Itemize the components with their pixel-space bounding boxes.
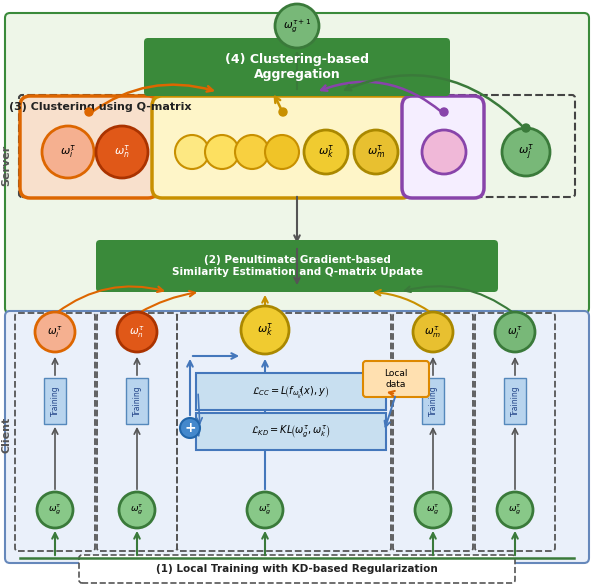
Circle shape — [117, 312, 157, 352]
Text: (4) Clustering-based
Aggregation: (4) Clustering-based Aggregation — [225, 53, 369, 81]
Circle shape — [502, 128, 550, 176]
Text: $\omega_m^\tau$: $\omega_m^\tau$ — [424, 325, 441, 340]
Text: $\omega_j^\tau$: $\omega_j^\tau$ — [518, 142, 534, 162]
Text: $\omega_i^\tau$: $\omega_i^\tau$ — [60, 143, 76, 161]
Text: Training: Training — [510, 386, 520, 416]
FancyBboxPatch shape — [152, 96, 412, 198]
Text: Training: Training — [428, 386, 438, 416]
FancyBboxPatch shape — [79, 555, 515, 583]
Text: $\omega_i^\tau$: $\omega_i^\tau$ — [47, 325, 63, 340]
Text: $\omega_j^\tau$: $\omega_j^\tau$ — [507, 324, 523, 340]
Circle shape — [85, 108, 93, 116]
FancyBboxPatch shape — [5, 311, 589, 563]
Circle shape — [279, 108, 287, 116]
Text: (1) Local Training with KD-based Regularization: (1) Local Training with KD-based Regular… — [156, 564, 438, 574]
Circle shape — [241, 306, 289, 354]
Circle shape — [42, 126, 94, 178]
FancyBboxPatch shape — [196, 413, 386, 450]
Circle shape — [440, 108, 448, 116]
FancyBboxPatch shape — [402, 96, 484, 198]
Text: (3) Clustering using Q-matrix: (3) Clustering using Q-matrix — [9, 102, 191, 112]
Circle shape — [119, 492, 155, 528]
FancyBboxPatch shape — [363, 361, 429, 397]
Circle shape — [415, 492, 451, 528]
FancyBboxPatch shape — [96, 240, 498, 292]
Text: $\omega_g^\tau$: $\omega_g^\tau$ — [130, 503, 144, 517]
Circle shape — [247, 492, 283, 528]
Circle shape — [180, 418, 200, 438]
Circle shape — [35, 312, 75, 352]
FancyBboxPatch shape — [504, 378, 526, 424]
Circle shape — [265, 135, 299, 169]
Text: Training: Training — [132, 386, 141, 416]
Text: $\omega_g^{\tau+1}$: $\omega_g^{\tau+1}$ — [283, 17, 311, 35]
Text: Training: Training — [50, 386, 59, 416]
Text: (2) Penultimate Gradient-based
Similarity Estimation and Q-matrix Update: (2) Penultimate Gradient-based Similarit… — [172, 255, 422, 277]
Text: $\omega_n^\tau$: $\omega_n^\tau$ — [113, 143, 130, 161]
Text: $\omega_g^\tau$: $\omega_g^\tau$ — [258, 503, 272, 517]
Text: $\mathcal{L}_{KD} = KL\!\left(\omega_g^\tau,\omega_k^\tau\right)$: $\mathcal{L}_{KD} = KL\!\left(\omega_g^\… — [251, 423, 331, 440]
FancyBboxPatch shape — [20, 96, 158, 198]
Text: $\omega_k^\tau$: $\omega_k^\tau$ — [257, 322, 273, 339]
Circle shape — [235, 135, 269, 169]
Circle shape — [37, 492, 73, 528]
Circle shape — [304, 130, 348, 174]
FancyBboxPatch shape — [422, 378, 444, 424]
Circle shape — [275, 4, 319, 48]
Text: Client: Client — [1, 417, 11, 453]
FancyBboxPatch shape — [44, 378, 66, 424]
Circle shape — [522, 124, 530, 132]
Text: $\omega_k^\tau$: $\omega_k^\tau$ — [318, 143, 334, 161]
Circle shape — [495, 312, 535, 352]
Text: $\omega_n^\tau$: $\omega_n^\tau$ — [129, 325, 145, 340]
Circle shape — [96, 126, 148, 178]
FancyBboxPatch shape — [196, 373, 386, 410]
FancyBboxPatch shape — [126, 378, 148, 424]
Text: $\mathcal{L}_{CC} = L\!\left(f_{\omega_k^\tau}\!(x),y\right)$: $\mathcal{L}_{CC} = L\!\left(f_{\omega_k… — [252, 383, 330, 399]
Circle shape — [175, 135, 209, 169]
Circle shape — [413, 312, 453, 352]
Circle shape — [497, 492, 533, 528]
FancyBboxPatch shape — [5, 13, 589, 313]
Text: Server: Server — [1, 145, 11, 186]
Text: $\omega_g^\tau$: $\omega_g^\tau$ — [48, 503, 62, 517]
Circle shape — [205, 135, 239, 169]
Text: $\omega_g^\tau$: $\omega_g^\tau$ — [426, 503, 440, 517]
Text: +: + — [184, 421, 196, 435]
Text: Local
data: Local data — [384, 369, 407, 389]
Text: $\omega_g^\tau$: $\omega_g^\tau$ — [508, 503, 522, 517]
FancyBboxPatch shape — [144, 38, 450, 96]
Circle shape — [354, 130, 398, 174]
Text: $\omega_m^\tau$: $\omega_m^\tau$ — [367, 143, 385, 161]
Circle shape — [422, 130, 466, 174]
